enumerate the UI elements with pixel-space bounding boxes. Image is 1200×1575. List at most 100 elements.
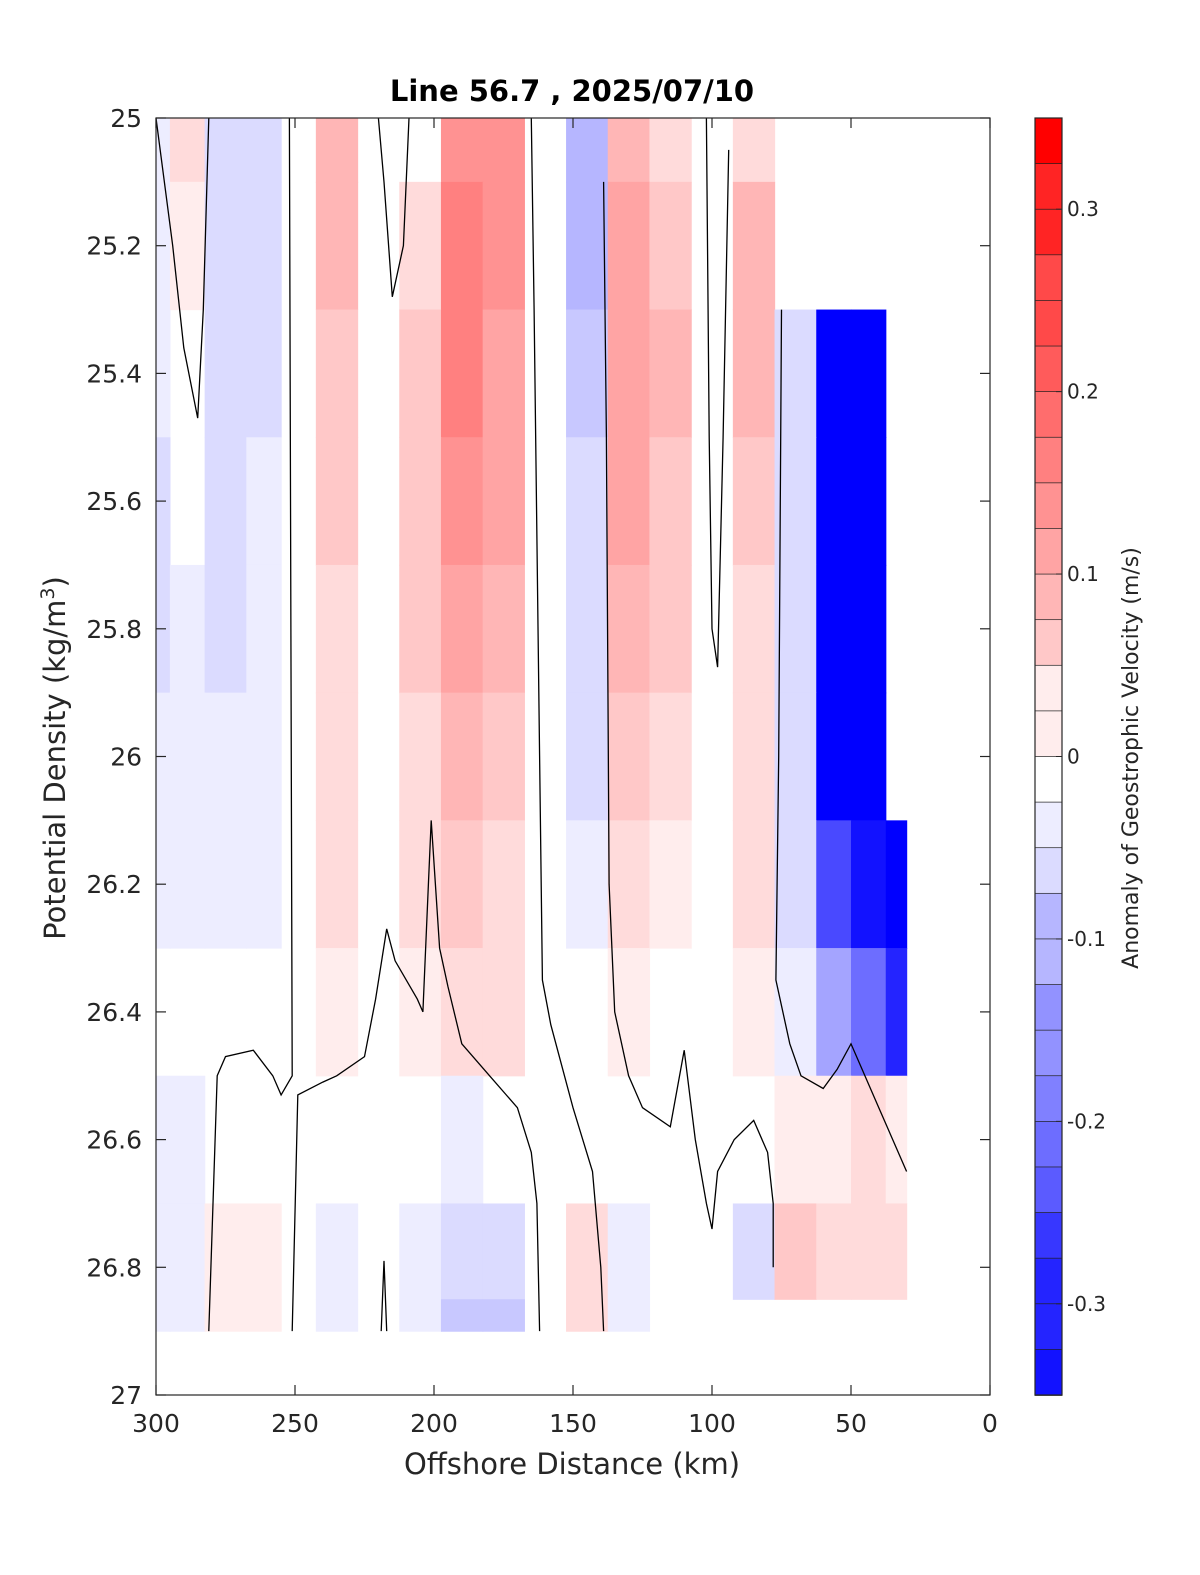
x-tick-label: 250	[271, 1409, 319, 1438]
heatmap-cell	[885, 1203, 908, 1300]
heatmap-cell	[246, 309, 282, 438]
contour-line	[291, 820, 541, 1332]
heatmap-cell	[204, 118, 247, 183]
colorbar-band	[1034, 1212, 1063, 1260]
colorbar-band	[1034, 436, 1063, 484]
heatmap-cell	[816, 820, 852, 949]
y-tick-label: 25.4	[86, 359, 142, 388]
heatmap-cell	[566, 181, 609, 311]
contour-line	[380, 1260, 388, 1332]
y-tick-label: 25.6	[86, 487, 142, 516]
heatmap-cell	[246, 118, 282, 183]
heatmap-cell	[885, 820, 908, 949]
heatmap-cell	[649, 181, 692, 311]
y-tick-label: 26.2	[86, 870, 142, 899]
heatmap-cell	[315, 820, 359, 949]
heatmap-cell	[851, 564, 887, 694]
heatmap-cell	[204, 309, 247, 438]
heatmap-cell	[816, 1075, 852, 1205]
heatmap-cell	[851, 437, 887, 566]
colorbar-tick-label: 0.2	[1067, 380, 1099, 404]
heatmap-cell	[607, 181, 651, 311]
heatmap-cell	[774, 1075, 817, 1205]
heatmap-cell	[649, 564, 692, 694]
heatmap-cell	[732, 1203, 776, 1300]
heatmap-cell	[607, 820, 651, 949]
heatmap-cell	[169, 564, 206, 694]
x-axis-label: Offshore Distance (km)	[404, 1447, 740, 1481]
heatmap-cell	[315, 118, 359, 183]
colorbar-tick-label: -0.3	[1067, 1292, 1106, 1316]
heatmap-cell	[816, 564, 852, 694]
heatmap-cell	[774, 1203, 817, 1300]
heatmap-cell	[169, 1299, 206, 1332]
heatmap-cell	[169, 692, 206, 821]
heatmap-cell	[482, 181, 525, 311]
colorbar-band	[1034, 1166, 1063, 1214]
y-tick-label: 26	[110, 743, 142, 772]
colorbar: 0.3 0.2 0.1 0 -0.1 -0.2 -0.3 Anomaly of Geostr…	[1034, 117, 1144, 1396]
colorbar-label: Anomaly of Geostrophic Velocity (m/s)	[1119, 547, 1144, 969]
colorbar-band	[1034, 1303, 1063, 1351]
colorbar-band	[1034, 984, 1063, 1031]
x-tick-label: 100	[688, 1409, 736, 1438]
colorbar-tick-label: -0.2	[1067, 1109, 1106, 1133]
heatmap-cell	[774, 564, 817, 694]
heatmap-cell	[732, 564, 776, 694]
heatmap-cell	[482, 820, 525, 949]
heatmap-cell	[440, 948, 484, 1077]
colorbar-band	[1034, 573, 1063, 621]
heatmap-cell	[607, 1299, 651, 1332]
heatmap-cell	[774, 820, 817, 949]
heatmap-cell	[156, 118, 171, 183]
heatmap-cell	[399, 948, 442, 1077]
heatmap-cell	[204, 437, 247, 566]
x-tick-label: 50	[835, 1409, 867, 1438]
heatmap-cell	[156, 1299, 171, 1332]
colorbar-band	[1034, 710, 1063, 758]
heatmap-cell	[885, 948, 908, 1077]
colorbar-band	[1034, 938, 1063, 986]
colorbar-tick-label: 0	[1067, 745, 1080, 769]
heatmap-cell	[607, 118, 651, 183]
heatmap-cell	[482, 118, 525, 183]
heatmap-cell	[246, 181, 282, 311]
heatmap-cell	[315, 437, 359, 566]
heatmap-cell	[649, 692, 692, 821]
heatmap-cell	[482, 309, 525, 438]
colorbar-band	[1034, 664, 1063, 712]
heatmap-cell	[732, 692, 776, 821]
heatmap-cell	[315, 564, 359, 694]
zero-contour-lines	[156, 118, 908, 1332]
heatmap-cell	[399, 1203, 442, 1300]
y-tick-label: 25	[110, 104, 142, 133]
y-tick-label: 26.6	[86, 1126, 142, 1155]
heatmap-cell	[315, 1203, 359, 1300]
colorbar-band	[1034, 1349, 1063, 1396]
heatmap-cell	[399, 181, 442, 311]
heatmap-cell	[566, 309, 609, 438]
y-tick-label: 25.8	[86, 615, 142, 644]
heatmap-cell	[169, 181, 206, 311]
heatmap-cell	[440, 309, 484, 438]
colorbar-band	[1034, 1257, 1063, 1305]
heatmap-cell	[482, 692, 525, 821]
heatmap-cell	[399, 820, 442, 949]
heatmap-cell	[816, 309, 852, 438]
x-tick-label: 150	[549, 1409, 597, 1438]
heatmap-cell	[204, 564, 247, 694]
heatmap-cell	[399, 1299, 442, 1332]
heatmap-cell	[607, 948, 651, 1077]
heatmap-cell	[440, 1075, 484, 1205]
heatmap-cell	[246, 692, 282, 821]
heatmap-cell	[816, 1203, 852, 1300]
heatmap-cell	[482, 437, 525, 566]
colorbar-band	[1034, 208, 1063, 256]
colorbar-band	[1034, 117, 1063, 165]
heatmap-cell	[774, 692, 817, 821]
heatmap-cell	[732, 437, 776, 566]
heatmap-cell	[649, 437, 692, 566]
y-axis-label-close: )	[38, 576, 72, 587]
heatmap-cell	[885, 1075, 908, 1205]
